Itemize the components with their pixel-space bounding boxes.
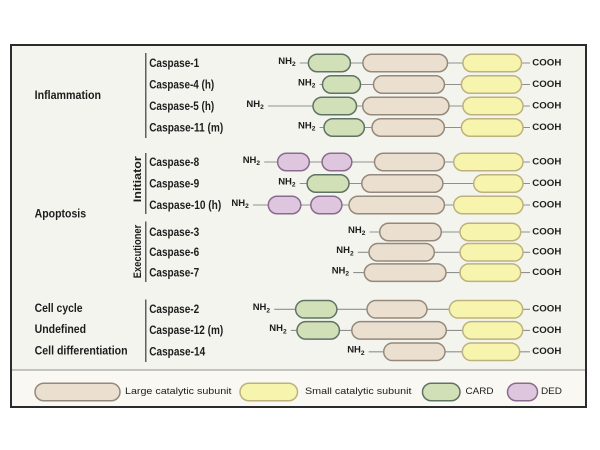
svg-text:NH2: NH2 (298, 77, 316, 89)
svg-text:NH2: NH2 (253, 302, 271, 314)
svg-text:NH2: NH2 (246, 99, 264, 111)
svg-text:Caspase-7: Caspase-7 (149, 265, 199, 279)
svg-text:COOH: COOH (532, 247, 561, 258)
svg-text:COOH: COOH (532, 267, 561, 278)
svg-text:COOH: COOH (532, 304, 561, 315)
svg-text:Apoptosis: Apoptosis (35, 207, 87, 221)
svg-text:COOH: COOH (532, 156, 561, 167)
svg-text:NH2: NH2 (347, 345, 365, 357)
svg-text:Executioner: Executioner (132, 224, 144, 278)
svg-text:COOH: COOH (532, 226, 561, 237)
svg-text:COOH: COOH (532, 122, 561, 133)
svg-text:Caspase-2: Caspase-2 (149, 302, 199, 316)
svg-text:Caspase-9: Caspase-9 (149, 176, 199, 190)
svg-text:COOH: COOH (532, 57, 561, 68)
svg-text:Caspase-4 (h): Caspase-4 (h) (149, 77, 214, 91)
svg-text:NH2: NH2 (231, 198, 249, 210)
svg-text:NH2: NH2 (243, 155, 261, 167)
svg-text:NH2: NH2 (269, 323, 287, 335)
svg-text:Caspase-8: Caspase-8 (149, 155, 199, 169)
svg-text:DED: DED (541, 386, 562, 396)
svg-text:Caspase-14: Caspase-14 (149, 345, 205, 359)
svg-text:Caspase-1: Caspase-1 (149, 56, 199, 70)
svg-text:Cell cycle: Cell cycle (35, 301, 83, 315)
svg-text:Large catalytic subunit: Large catalytic subunit (125, 386, 232, 396)
svg-text:NH2: NH2 (332, 265, 350, 277)
svg-text:COOH: COOH (532, 178, 561, 189)
svg-text:COOH: COOH (532, 346, 561, 357)
svg-text:CARD: CARD (466, 386, 494, 396)
svg-text:NH2: NH2 (298, 120, 316, 132)
svg-text:NH2: NH2 (348, 225, 366, 237)
svg-text:NH2: NH2 (278, 56, 296, 68)
svg-text:Inflammation: Inflammation (35, 88, 102, 102)
svg-text:NH2: NH2 (278, 176, 296, 188)
svg-text:Caspase-11 (m): Caspase-11 (m) (149, 120, 223, 134)
svg-text:Caspase-12 (m): Caspase-12 (m) (149, 323, 223, 337)
svg-text:COOH: COOH (532, 325, 561, 336)
svg-text:COOH: COOH (532, 79, 561, 90)
svg-text:Caspase-5 (h): Caspase-5 (h) (149, 99, 214, 113)
svg-text:Caspase-3: Caspase-3 (149, 225, 199, 239)
svg-text:Caspase-6: Caspase-6 (149, 245, 199, 259)
svg-text:COOH: COOH (532, 199, 561, 210)
svg-text:Caspase-10 (h): Caspase-10 (h) (149, 198, 221, 212)
svg-text:Undefined: Undefined (35, 322, 87, 336)
svg-text:Initiator: Initiator (132, 155, 144, 202)
svg-text:Cell differentiation: Cell differentiation (35, 344, 128, 358)
svg-text:NH2: NH2 (336, 245, 354, 257)
svg-text:Small catalytic subunit: Small catalytic subunit (305, 386, 412, 396)
svg-text:COOH: COOH (532, 100, 561, 111)
